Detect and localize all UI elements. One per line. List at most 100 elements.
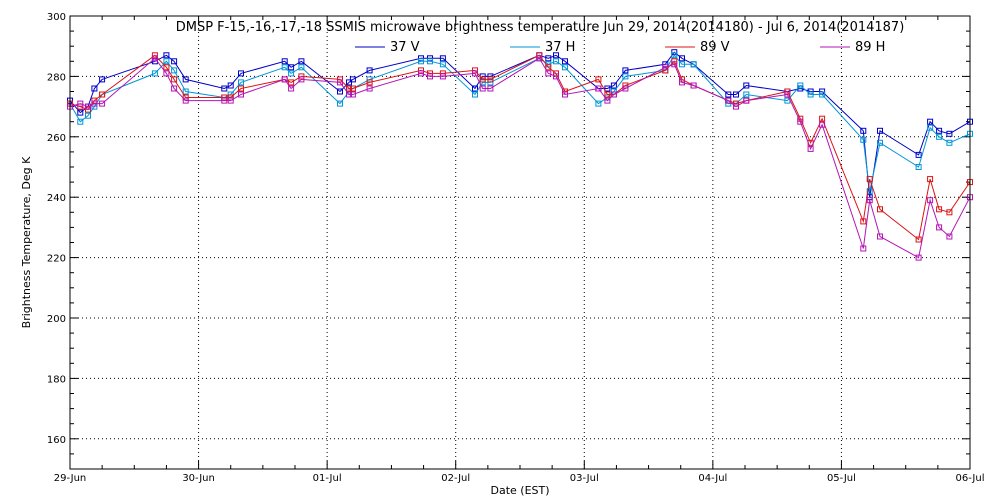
data-point bbox=[946, 209, 953, 216]
data-point bbox=[238, 85, 244, 92]
y-tick-label: 300 bbox=[47, 12, 66, 23]
data-point bbox=[536, 55, 543, 62]
data-point bbox=[807, 145, 814, 152]
data-point bbox=[487, 76, 494, 83]
y-axis: 160 180 200 220 240 260 280 300 bbox=[47, 12, 970, 455]
data-point bbox=[439, 61, 446, 68]
data-point bbox=[163, 58, 170, 65]
data-point bbox=[866, 176, 873, 183]
data-point bbox=[99, 100, 106, 107]
data-point bbox=[936, 133, 943, 140]
data-point bbox=[622, 67, 629, 74]
data-point bbox=[679, 61, 685, 68]
data-point bbox=[182, 97, 189, 104]
data-point bbox=[288, 64, 295, 71]
data-point bbox=[866, 188, 873, 195]
series-line bbox=[69, 51, 971, 198]
data-point bbox=[151, 55, 158, 62]
data-point bbox=[439, 73, 446, 80]
data-point bbox=[662, 67, 669, 74]
data-point bbox=[227, 82, 234, 89]
data-point bbox=[936, 127, 943, 134]
data-point bbox=[349, 76, 356, 83]
data-point bbox=[927, 176, 934, 183]
data-point bbox=[927, 124, 934, 131]
data-point bbox=[743, 91, 750, 98]
data-point bbox=[915, 236, 922, 243]
series-line bbox=[69, 54, 971, 241]
data-point bbox=[151, 70, 158, 77]
data-point bbox=[553, 58, 559, 65]
data-point bbox=[819, 91, 826, 98]
data-point bbox=[427, 58, 433, 65]
x-tick-label: 01-Jul bbox=[313, 473, 342, 484]
y-tick-label: 220 bbox=[47, 254, 66, 265]
data-point bbox=[610, 82, 617, 89]
series-layer bbox=[67, 49, 973, 261]
data-point bbox=[733, 91, 739, 98]
data-point bbox=[690, 61, 697, 68]
data-point bbox=[281, 76, 288, 83]
data-point bbox=[679, 55, 685, 62]
data-point bbox=[877, 127, 883, 134]
data-point bbox=[221, 94, 228, 101]
data-point bbox=[337, 100, 343, 107]
data-point bbox=[238, 70, 244, 77]
data-point bbox=[595, 85, 602, 92]
data-point bbox=[553, 52, 559, 59]
data-point bbox=[298, 64, 305, 71]
plot-frame bbox=[69, 15, 971, 470]
data-point bbox=[487, 85, 494, 92]
data-point bbox=[366, 67, 373, 74]
data-point bbox=[221, 97, 228, 104]
x-tick-label: 04-Jul bbox=[698, 473, 727, 484]
data-point bbox=[725, 91, 732, 98]
data-point bbox=[439, 55, 446, 62]
x-tick-label: 30-Jun bbox=[182, 473, 215, 484]
data-point bbox=[622, 73, 629, 80]
data-point bbox=[418, 70, 424, 77]
data-point bbox=[77, 118, 84, 125]
data-point bbox=[163, 52, 170, 59]
data-point bbox=[77, 100, 84, 107]
data-point bbox=[171, 76, 178, 83]
y-tick-label: 160 bbox=[47, 435, 66, 446]
y-tick-label: 260 bbox=[47, 133, 66, 144]
x-tick-label: 29-Jun bbox=[54, 473, 87, 484]
y-tick-label: 240 bbox=[47, 193, 66, 204]
data-point bbox=[797, 82, 804, 89]
data-point bbox=[472, 91, 478, 98]
data-point bbox=[337, 79, 343, 86]
data-point bbox=[860, 136, 867, 143]
data-point bbox=[238, 91, 244, 98]
data-point bbox=[91, 85, 98, 92]
data-point bbox=[562, 91, 568, 98]
data-point bbox=[99, 91, 106, 98]
data-point bbox=[819, 115, 826, 122]
data-point bbox=[298, 76, 305, 83]
data-point bbox=[281, 64, 288, 71]
data-point bbox=[77, 109, 84, 116]
data-point bbox=[860, 245, 867, 252]
data-point bbox=[221, 85, 228, 92]
y-tick-label: 200 bbox=[47, 314, 66, 325]
data-point bbox=[733, 103, 739, 110]
chart-title: DMSP F-15,-16,-17,-18 SSMIS microwave br… bbox=[176, 20, 905, 35]
series-37-v bbox=[67, 49, 973, 201]
data-point bbox=[85, 112, 91, 119]
data-point bbox=[366, 79, 373, 86]
data-point bbox=[562, 58, 568, 65]
data-point bbox=[797, 118, 804, 125]
data-point bbox=[427, 73, 433, 80]
data-point bbox=[927, 197, 934, 204]
data-point bbox=[784, 91, 791, 98]
legend-label: 89 V bbox=[700, 40, 730, 55]
data-point bbox=[85, 103, 91, 110]
data-point bbox=[182, 76, 189, 83]
data-point bbox=[346, 91, 352, 98]
data-point bbox=[671, 61, 678, 68]
data-point bbox=[743, 97, 750, 104]
y-tick-label: 180 bbox=[47, 374, 66, 385]
data-point bbox=[281, 58, 288, 65]
